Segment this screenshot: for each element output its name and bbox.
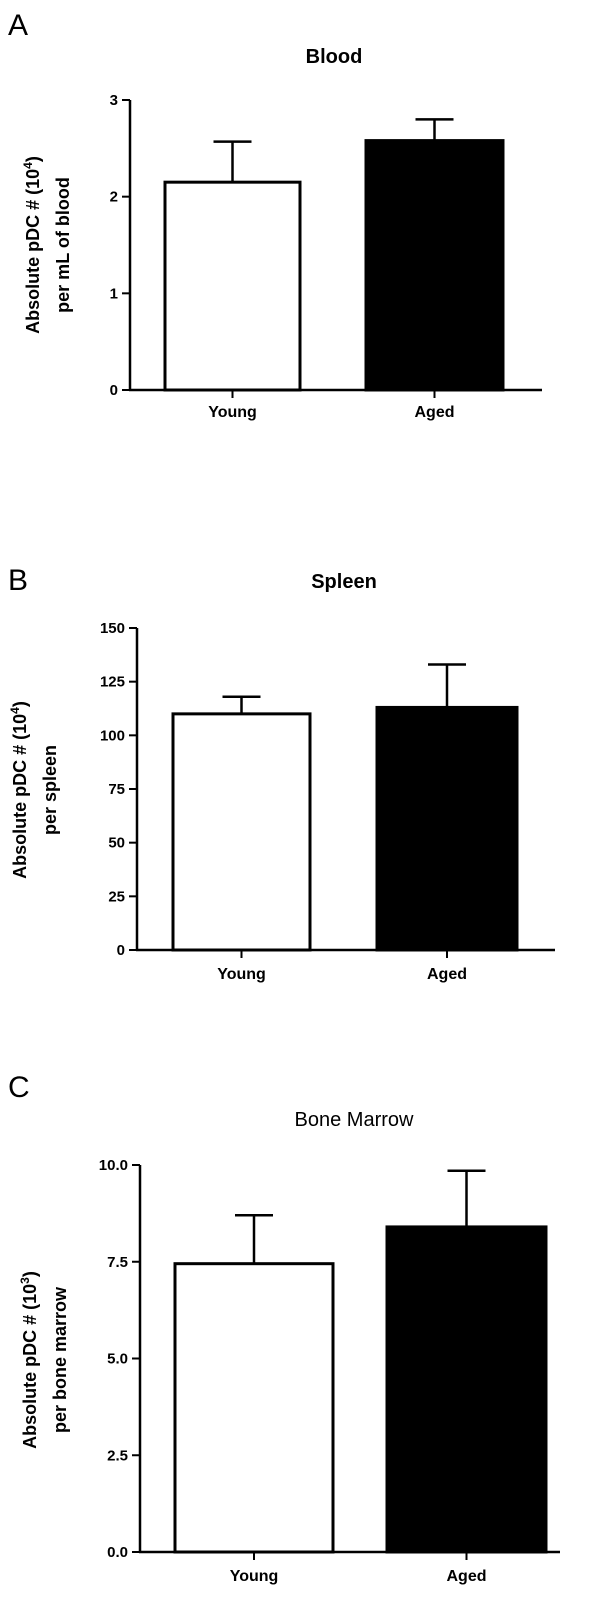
y-tick-label: 3 <box>110 92 118 109</box>
bar-aged <box>375 705 519 952</box>
x-tick-label: Young <box>208 404 257 421</box>
panel-a: A Blood Absolute pDC # (104)per mL of bloo… <box>8 9 542 421</box>
panel-letter: B <box>8 564 28 597</box>
chart-title: Blood <box>306 46 363 68</box>
panel-c: C Bone Marrow Absolute pDC # (103)per bone… <box>8 1071 560 1585</box>
y-tick-label: 125 <box>100 674 125 691</box>
y-tick-label: 100 <box>100 727 125 744</box>
y-tick-label: 1 <box>110 285 118 302</box>
y-axis-label: Absolute pDC # (104)per spleen <box>8 701 60 879</box>
panel-b: B Spleen Absolute pDC # (104)per spleen 0 25… <box>8 564 555 983</box>
panel-letter: A <box>8 9 28 42</box>
y-tick-label: 7.5 <box>107 1254 128 1271</box>
chart-title: Spleen <box>311 571 377 593</box>
x-tick-label: Young <box>230 1568 279 1585</box>
panel-letter: C <box>8 1071 30 1104</box>
chart-title: Bone Marrow <box>295 1109 414 1131</box>
y-tick-label: 25 <box>108 888 125 905</box>
x-tick-label: Aged <box>447 1568 487 1585</box>
y-tick-label: 75 <box>108 781 125 798</box>
x-tick-label: Young <box>217 966 266 983</box>
y-tick-label: 2 <box>110 189 118 206</box>
bar-young <box>173 1262 335 1554</box>
y-tick-label: 10.0 <box>99 1157 128 1174</box>
y-tick-label: 50 <box>108 835 125 852</box>
x-tick-label: Aged <box>427 966 467 983</box>
bar-young <box>171 712 312 952</box>
y-axis-label: Absolute pDC # (103)per bone marrow <box>18 1271 70 1449</box>
y-tick-label: 5.0 <box>107 1351 128 1368</box>
y-tick-label: 0 <box>110 382 118 399</box>
y-tick-label: 0 <box>117 942 125 959</box>
y-axis-label: Absolute pDC # (104)per mL of blood <box>21 156 73 334</box>
y-tick-label: 2.5 <box>107 1447 128 1464</box>
bar-young <box>163 180 302 392</box>
y-tick-label: 150 <box>100 620 125 637</box>
y-tick-label: 0.0 <box>107 1544 128 1561</box>
x-tick-label: Aged <box>415 404 455 421</box>
bar-aged <box>364 139 505 392</box>
bar-aged <box>385 1225 548 1554</box>
